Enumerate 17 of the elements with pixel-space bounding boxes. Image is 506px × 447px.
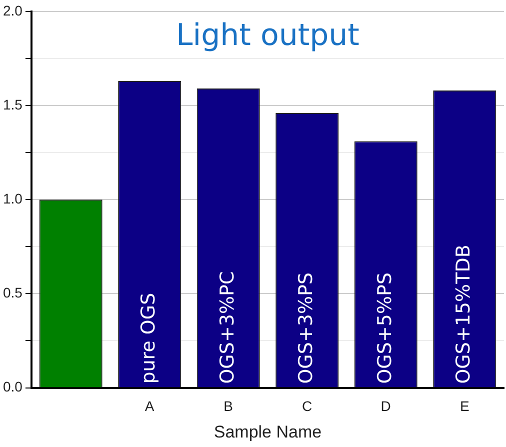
y-tick-label: 0.5	[2, 284, 23, 301]
x-tick-label: A	[144, 398, 155, 414]
annotation: OGS+5%PS	[374, 272, 396, 384]
x-tick-label: C	[302, 398, 312, 414]
x-tick-label: D	[380, 398, 391, 414]
y-tick-label: 1.5	[2, 96, 23, 112]
x-tick-label: B	[224, 398, 234, 414]
annotation: OGS+15%TDB	[452, 244, 475, 384]
x-tick-label: E	[460, 398, 470, 414]
annotation: OGS+3%PC	[216, 271, 238, 384]
annotation: OGS+3%PS	[295, 272, 318, 384]
chart-title: Light output	[176, 18, 360, 54]
y-tick-label: 2.0	[2, 2, 23, 18]
annotation: pure OGS	[138, 292, 160, 384]
x-axis-title: Sample Name	[214, 422, 322, 442]
y-tick-label: 0.0	[2, 378, 23, 395]
y-tick-label: 1.0	[2, 190, 23, 206]
